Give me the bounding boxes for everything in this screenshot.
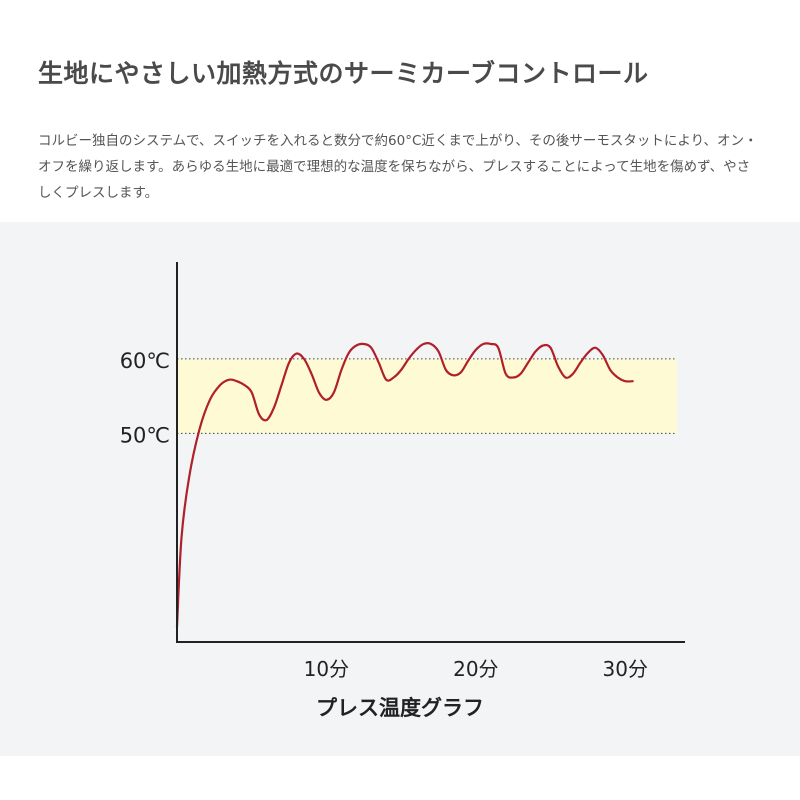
temperature-series-line [175, 342, 634, 629]
optimal-temperature-band [177, 358, 677, 434]
page-title: 生地にやさしい加熱方式のサーミカーブコントロール [38, 59, 649, 88]
chart-title: プレス温度グラフ [316, 696, 484, 720]
x-tick-label: 30分 [603, 657, 648, 681]
temperature-chart: 60℃ 50℃ 10分 20分 30分 [120, 262, 685, 681]
y-tick-label: 50℃ [120, 423, 170, 447]
y-tick-label: 60℃ [120, 349, 170, 373]
x-tick-label: 20分 [453, 657, 498, 681]
chart-panel: 60℃ 50℃ 10分 20分 30分 プレス温度グラフ [0, 222, 800, 756]
x-tick-label: 10分 [304, 657, 349, 681]
description-text: コルビー独自のシステムで、スイッチを入れると数分で約60°C近くまで上がり、その… [38, 133, 758, 201]
